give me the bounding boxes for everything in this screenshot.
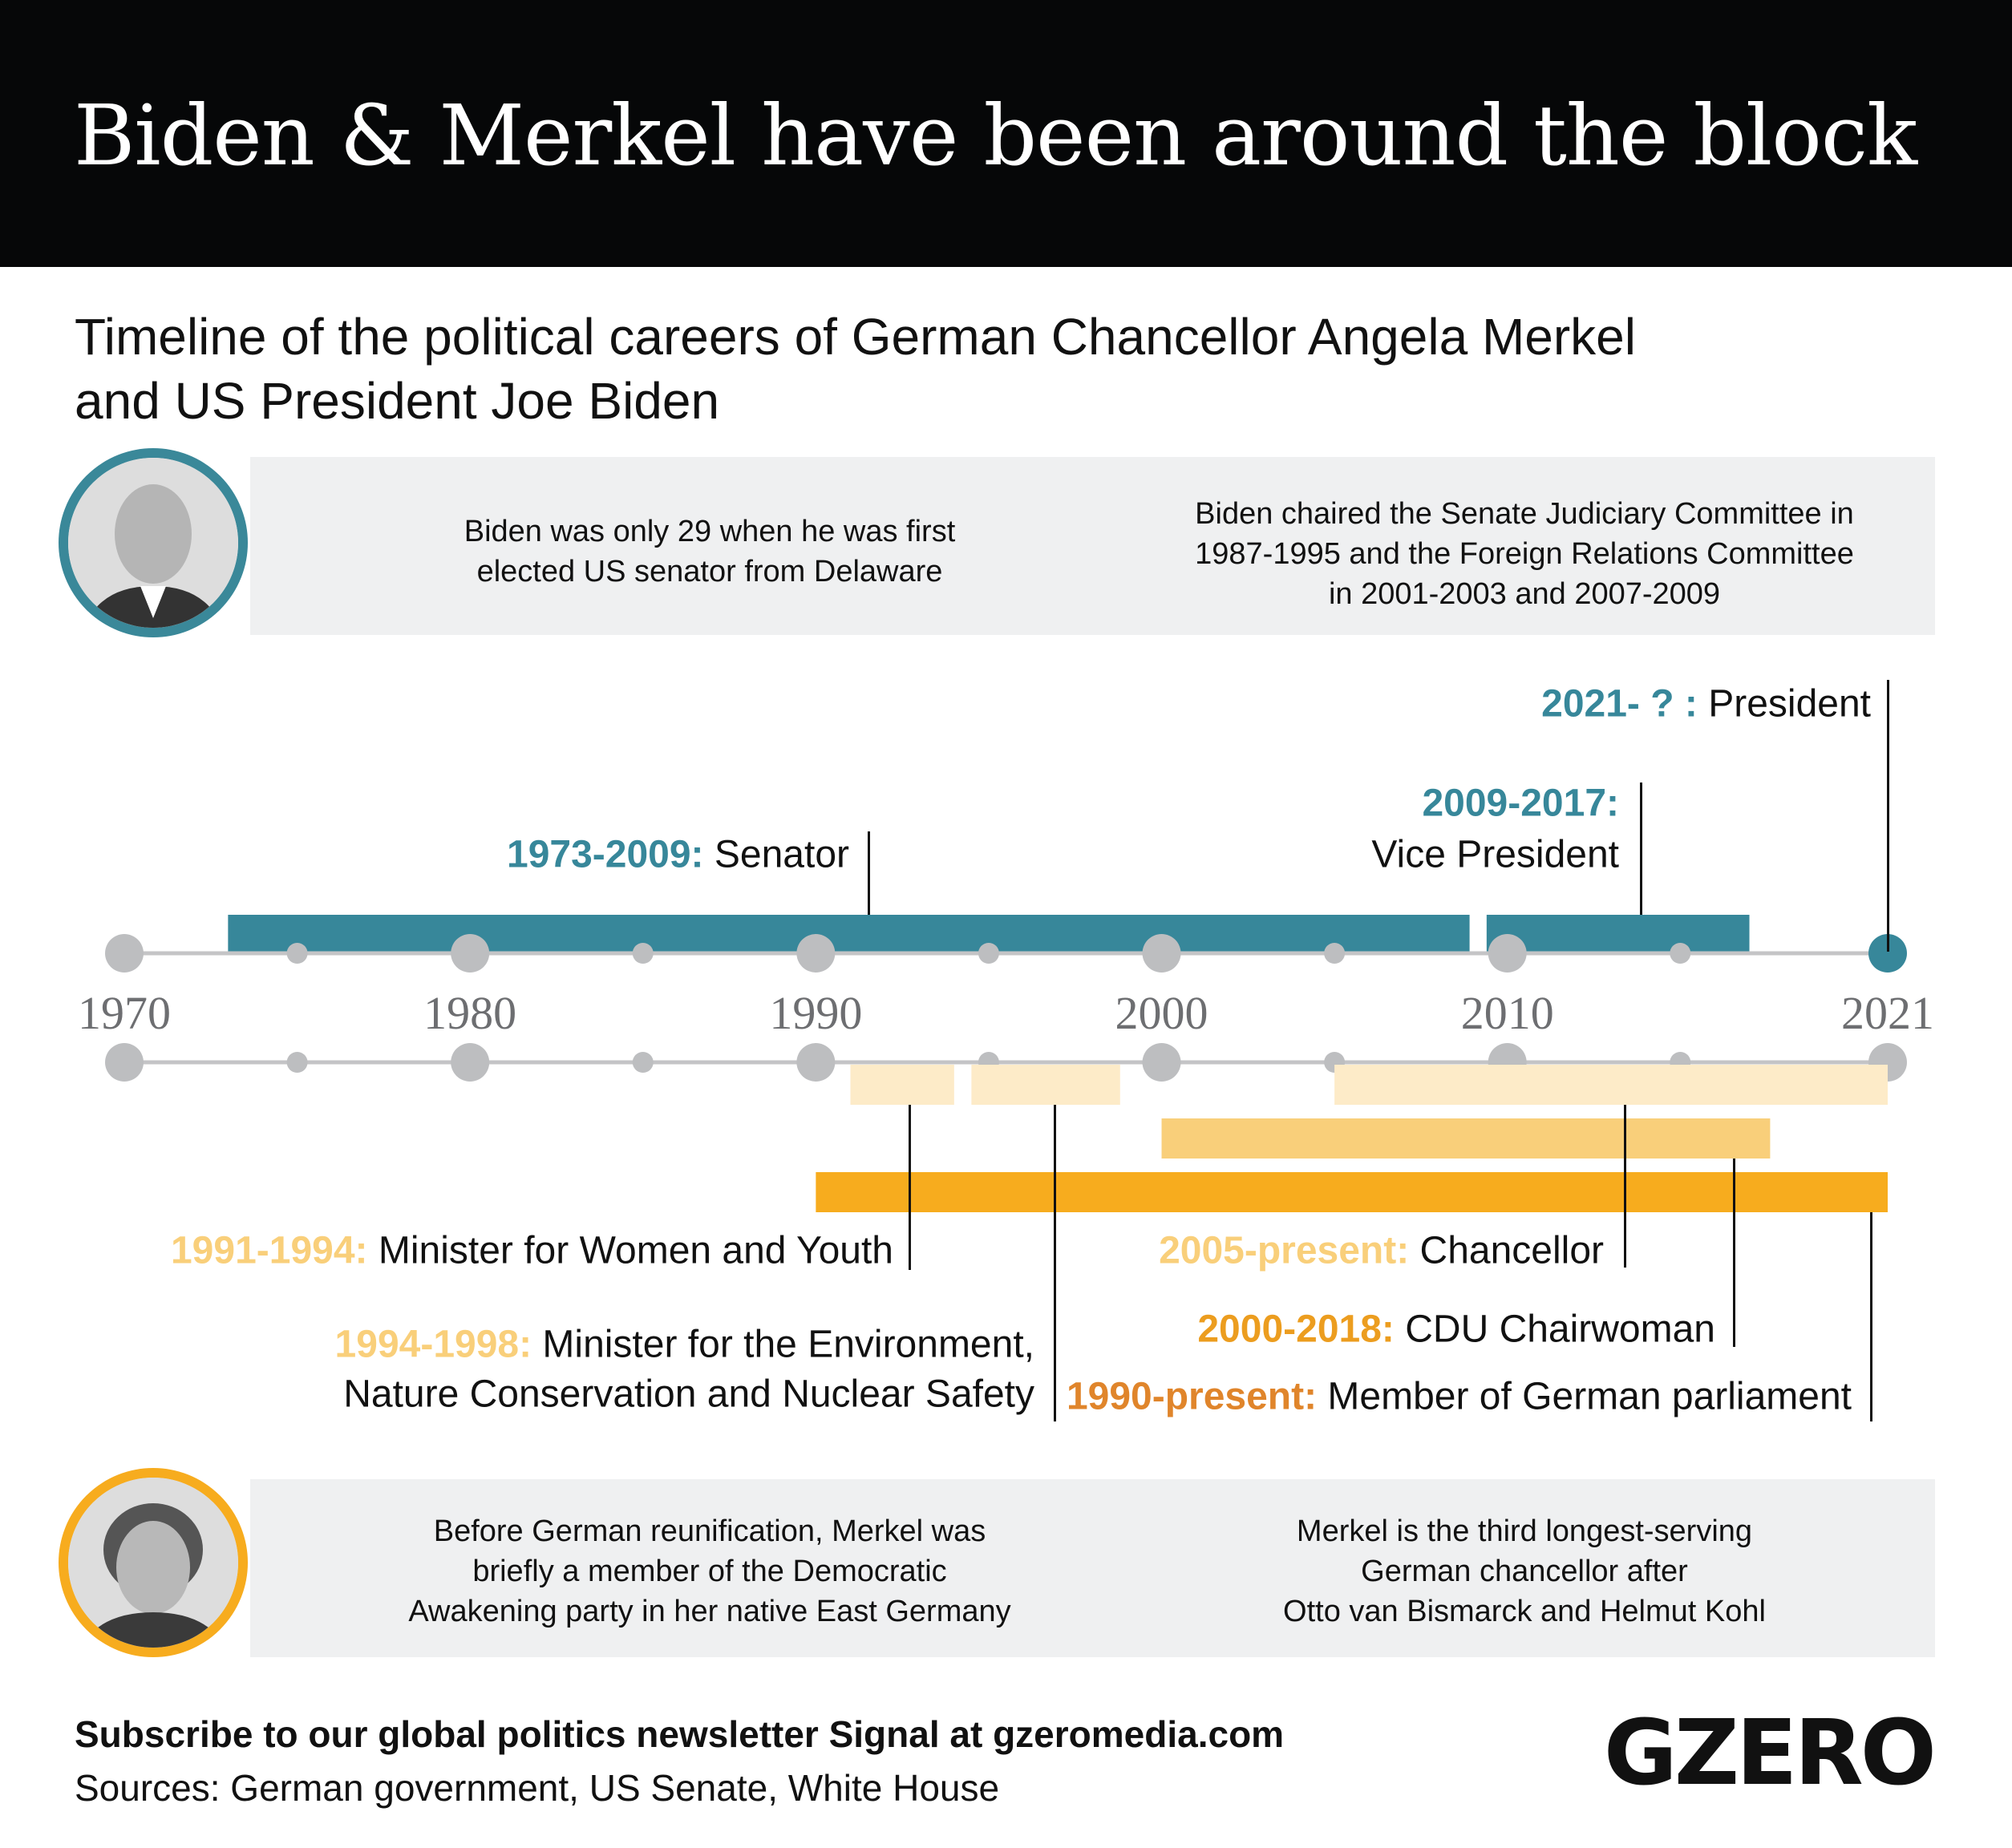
year-dot [632,1052,654,1073]
bar-chancellor [1334,1065,1888,1105]
biden-notes-panel [250,457,1935,635]
merkel-note-1: Before German reunification, Merkel was … [349,1511,1071,1632]
year-dot [1142,934,1181,973]
leader-chancellor [1624,1105,1626,1268]
label-chancellor: 2005-present: Chancellor [1159,1229,1604,1272]
note-line: Biden was only 29 when he was first [464,515,956,548]
leader-cdu [1733,1159,1735,1347]
label-vp-years: 2009-2017: [1422,782,1619,825]
merkel-notes-panel [250,1479,1935,1657]
note-line: Awakening party in her native East Germa… [408,1595,1011,1628]
subtitle-line-1: Timeline of the political careers of Ger… [75,308,1636,366]
year-label: 1980 [423,987,517,1039]
year-dot [451,1043,490,1082]
merkel-avatar [59,1468,248,1657]
bar-senator [228,915,1470,953]
year-label: 2021 [1841,987,1934,1039]
bar-minister-women [850,1065,954,1105]
biden-note-2: Biden chaired the Senate Judiciary Commi… [1164,494,1885,614]
leader-vp [1640,782,1642,915]
leader-minister-environment [1054,1105,1056,1421]
year-dot [105,1043,144,1082]
note-line: briefly a member of the Democratic [472,1555,947,1588]
bar-cdu-chair [1161,1118,1771,1159]
leader-parliament [1870,1212,1872,1421]
leader-president [1887,680,1889,952]
gzero-logo: GZERO [1603,1701,1937,1806]
note-line: Otto van Bismarck and Helmut Kohl [1283,1595,1766,1628]
subtitle-line-2: and US President Joe Biden [75,372,720,430]
leader-minister-women [909,1105,911,1270]
note-line: Biden chaired the Senate Judiciary Commi… [1195,497,1854,531]
note-line: 1987-1995 and the Foreign Relations Comm… [1195,537,1854,571]
bar-parliament [816,1172,1888,1212]
year-dot [796,1043,836,1082]
year-dot [451,934,490,973]
note-line: in 2001-2003 and 2007-2009 [1328,577,1721,611]
label-minister-women: 1991-1994: Minister for Women and Youth [170,1229,893,1272]
bar-minister-environment [971,1065,1120,1105]
year-label: 2010 [1460,987,1554,1039]
leader-senator [868,831,870,915]
newsletter-cta[interactable]: Subscribe to our global politics newslet… [75,1713,1285,1755]
note-line: Merkel is the third longest-serving [1296,1514,1753,1548]
year-dot [105,934,144,973]
year-dot [1670,943,1691,964]
year-dot [1324,943,1346,964]
page-title: Biden & Merkel have been around the bloc… [74,87,1917,184]
label-parliament: 1990-present: Member of German parliamen… [1066,1375,1852,1418]
label-cdu: 2000-2018: CDU Chairwoman [1197,1308,1715,1351]
year-dot [796,934,836,973]
president-dot [1868,934,1907,973]
year-label: 1970 [78,987,171,1039]
note-line: German chancellor after [1361,1555,1688,1588]
header-bar: Biden & Merkel have been around the bloc… [0,0,2012,267]
label-senator: 1973-2009: Senator [507,833,849,876]
merkel-note-2: Merkel is the third longest-serving Germ… [1164,1511,1885,1632]
year-label: 2000 [1115,987,1208,1039]
year-dot [1142,1043,1181,1082]
year-label: 1990 [769,987,863,1039]
year-dot [632,943,654,964]
note-line: Before German reunification, Merkel was [433,1514,986,1548]
year-dot [286,1052,308,1073]
sources: Sources: German government, US Senate, W… [75,1767,1000,1809]
year-dot [1488,934,1527,973]
bar-vice-president [1486,915,1750,953]
year-dot [286,943,308,964]
label-minister-environment-2: Nature Conservation and Nuclear Safety [343,1373,1034,1416]
label-president: 2021- ? : President [1541,682,1871,726]
note-line: elected US senator from Delaware [476,555,943,588]
label-vp: Vice President [1371,833,1619,876]
biden-note-1: Biden was only 29 when he was first elec… [349,512,1071,592]
label-minister-environment: 1994-1998: Minister for the Environment, [334,1323,1034,1366]
year-dot [978,943,999,964]
